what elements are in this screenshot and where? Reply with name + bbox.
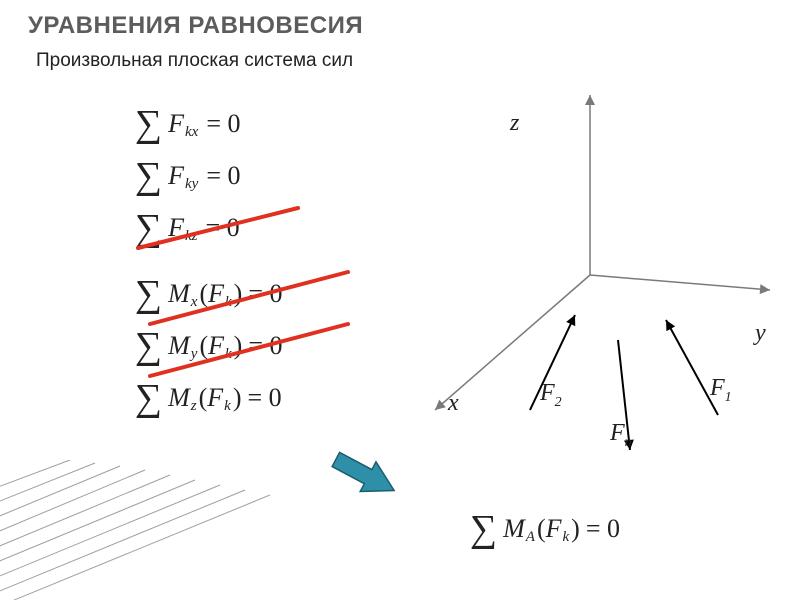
- sigma-icon: ∑: [470, 510, 497, 548]
- sigma-icon: ∑: [135, 275, 162, 313]
- result-equation: ∑MA(Fk)= 0: [470, 510, 626, 548]
- sigma-icon: ∑: [135, 209, 162, 247]
- equation-row: ∑Fkx= 0: [135, 100, 375, 148]
- page-subtitle: Произвольная плоская система сил: [36, 50, 353, 72]
- corner-decoration: [0, 460, 270, 600]
- sigma-icon: ∑: [135, 105, 162, 143]
- force-label: F1: [710, 375, 732, 402]
- sigma-icon: ∑: [135, 157, 162, 195]
- force-label: Fn: [610, 420, 632, 447]
- equations-column: ∑Fkx= 0∑Fky= 0∑Fkz= 0 ∑Mx(Fk)= 0∑My(Fk)= …: [135, 100, 375, 426]
- axis-label: y: [755, 320, 766, 347]
- sigma-icon: ∑: [135, 379, 162, 417]
- page-title: УРАВНЕНИЯ РАВНОВЕСИЯ: [28, 12, 363, 40]
- equation-row: ∑Fkz= 0: [135, 204, 375, 252]
- equation-row: ∑Mx(Fk)= 0: [135, 270, 375, 318]
- implies-arrow-icon: [325, 441, 406, 509]
- axes-diagram: z y x F2 Fn F1: [400, 90, 780, 460]
- axis-label: z: [510, 110, 519, 137]
- equation-row: ∑My(Fk)= 0: [135, 322, 375, 370]
- axis-label: x: [448, 390, 459, 417]
- force-label: F2: [540, 380, 562, 407]
- sigma-icon: ∑: [135, 327, 162, 365]
- equation-row: ∑Fky= 0: [135, 152, 375, 200]
- equation-row: ∑Mz(Fk)= 0: [135, 374, 375, 422]
